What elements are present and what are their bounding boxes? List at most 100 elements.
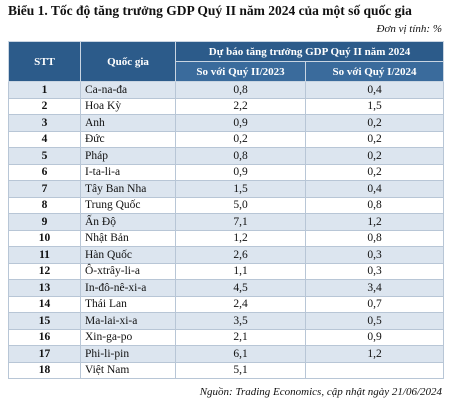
table-row: 7 Tây Ban Nha 1,5 0,4 — [8, 180, 444, 198]
growth-qoq: 0,2 — [305, 114, 444, 132]
growth-yoy: 2,6 — [175, 246, 306, 264]
growth-yoy: 0,2 — [175, 130, 306, 148]
growth-qoq: 0,5 — [305, 312, 444, 330]
growth-yoy: 2,4 — [175, 295, 306, 313]
row-number: 1 — [8, 81, 81, 99]
growth-yoy: 4,5 — [175, 279, 306, 297]
growth-yoy: 2,2 — [175, 97, 306, 115]
growth-qoq: 0,2 — [305, 130, 444, 148]
table-row: 16 Xin-ga-po 2,1 0,9 — [8, 328, 444, 346]
header-group: Dự báo tăng trưởng GDP Quý II năm 2024 — [175, 41, 444, 62]
row-number: 2 — [8, 97, 81, 115]
country-name: Pháp — [80, 147, 176, 165]
country-name: In-đô-nê-xi-a — [80, 279, 176, 297]
country-name: Ô-xtrây-li-a — [80, 262, 176, 280]
table-row: 10 Nhật Bản 1,2 0,8 — [8, 229, 444, 247]
row-number: 5 — [8, 147, 81, 165]
growth-yoy: 7,1 — [175, 213, 306, 231]
table-row: 17 Phi-li-pin 6,1 1,2 — [8, 345, 444, 363]
country-name: Trung Quốc — [80, 196, 176, 214]
row-number: 9 — [8, 213, 81, 231]
country-name: Thái Lan — [80, 295, 176, 313]
growth-qoq: 1,5 — [305, 97, 444, 115]
table-row: 11 Hàn Quốc 2,6 0,3 — [8, 246, 444, 264]
growth-yoy: 5,1 — [175, 361, 306, 379]
row-number: 13 — [8, 279, 81, 297]
row-number: 11 — [8, 246, 81, 264]
growth-yoy: 1,5 — [175, 180, 306, 198]
table-row: 18 Việt Nam 5,1 — [8, 361, 444, 379]
growth-qoq: 0,8 — [305, 229, 444, 247]
row-number: 4 — [8, 130, 81, 148]
growth-yoy: 1,1 — [175, 262, 306, 280]
table-row: 3 Anh 0,9 0,2 — [8, 114, 444, 132]
row-number: 15 — [8, 312, 81, 330]
table-row: 12 Ô-xtrây-li-a 1,1 0,3 — [8, 262, 444, 280]
title: Biểu 1. Tốc độ tăng trưởng GDP Quý II nă… — [8, 3, 412, 18]
row-number: 7 — [8, 180, 81, 198]
table-body: 1 Ca-na-đa 0,8 0,4 2 Hoa Kỳ 2,2 1,5 3 Anh 0,9 0,2 4 Đ… — [8, 81, 444, 379]
country-name: Hàn Quốc — [80, 246, 176, 264]
country-name: Hoa Kỳ — [80, 97, 176, 115]
growth-yoy: 2,1 — [175, 328, 306, 346]
growth-qoq — [305, 361, 444, 379]
table-row: 8 Trung Quốc 5,0 0,8 — [8, 196, 444, 214]
growth-qoq: 0,3 — [305, 262, 444, 280]
table-row: 6 I-ta-li-a 0,9 0,2 — [8, 163, 444, 181]
growth-qoq: 0,2 — [305, 147, 444, 165]
country-name: Phi-li-pin — [80, 345, 176, 363]
country-name: Ma-lai-xi-a — [80, 312, 176, 330]
table-row: 1 Ca-na-đa 0,8 0,4 — [8, 81, 444, 99]
country-name: I-ta-li-a — [80, 163, 176, 181]
growth-yoy: 0,8 — [175, 81, 306, 99]
country-name: Tây Ban Nha — [80, 180, 176, 198]
growth-qoq: 0,9 — [305, 328, 444, 346]
growth-yoy: 0,8 — [175, 147, 306, 165]
table-row: 2 Hoa Kỳ 2,2 1,5 — [8, 97, 444, 115]
row-number: 8 — [8, 196, 81, 214]
country-name: Xin-ga-po — [80, 328, 176, 346]
row-number: 16 — [8, 328, 81, 346]
row-number: 6 — [8, 163, 81, 181]
table-row: 5 Pháp 0,8 0,2 — [8, 147, 444, 165]
growth-qoq: 1,2 — [305, 345, 444, 363]
table-row: 13 In-đô-nê-xi-a 4,5 3,4 — [8, 279, 444, 297]
growth-yoy: 0,9 — [175, 114, 306, 132]
unit-note: Đơn vị tính: % — [376, 23, 442, 35]
country-name: Nhật Bản — [80, 229, 176, 247]
table-row: 9 Ấn Độ 7,1 1,2 — [8, 213, 444, 231]
header-stt: STT — [8, 41, 81, 82]
growth-yoy: 5,0 — [175, 196, 306, 214]
country-name: Anh — [80, 114, 176, 132]
growth-yoy: 1,2 — [175, 229, 306, 247]
header-col2: So với Quý I/2024 — [305, 61, 444, 82]
country-name: Đức — [80, 130, 176, 148]
country-name: Ca-na-đa — [80, 81, 176, 99]
growth-qoq: 0,4 — [305, 180, 444, 198]
country-name: Việt Nam — [80, 361, 176, 379]
row-number: 12 — [8, 262, 81, 280]
row-number: 14 — [8, 295, 81, 313]
growth-qoq: 0,7 — [305, 295, 444, 313]
row-number: 3 — [8, 114, 81, 132]
row-number: 18 — [8, 361, 81, 379]
growth-yoy: 6,1 — [175, 345, 306, 363]
row-number: 17 — [8, 345, 81, 363]
source-note: Nguồn: Trading Economics, cập nhật ngày … — [199, 386, 442, 398]
gdp-table: STT Quốc gia Dự báo tăng trưởng GDP Quý … — [8, 41, 444, 379]
header-col1: So với Quý II/2023 — [175, 61, 306, 82]
table-row: 14 Thái Lan 2,4 0,7 — [8, 295, 444, 313]
growth-qoq: 1,2 — [305, 213, 444, 231]
growth-yoy: 0,9 — [175, 163, 306, 181]
growth-qoq: 3,4 — [305, 279, 444, 297]
row-number: 10 — [8, 229, 81, 247]
country-name: Ấn Độ — [80, 213, 176, 231]
table-row: 15 Ma-lai-xi-a 3,5 0,5 — [8, 312, 444, 330]
growth-qoq: 0,3 — [305, 246, 444, 264]
growth-qoq: 0,4 — [305, 81, 444, 99]
header-country: Quốc gia — [80, 41, 176, 82]
growth-yoy: 3,5 — [175, 312, 306, 330]
table-row: 4 Đức 0,2 0,2 — [8, 130, 444, 148]
growth-qoq: 0,8 — [305, 196, 444, 214]
